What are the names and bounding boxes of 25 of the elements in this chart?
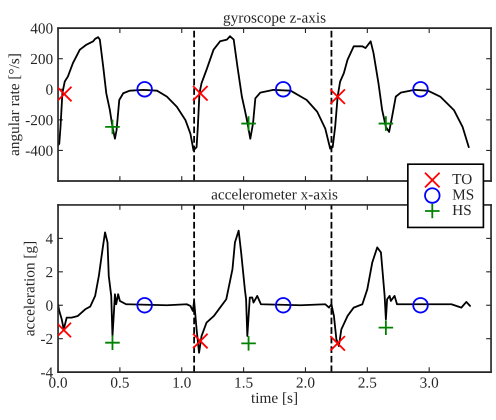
- y-tick-label: 0: [46, 84, 53, 95]
- y-tick-label: 4: [46, 234, 53, 244]
- x-tick-label: 2.0: [296, 377, 314, 388]
- legend-label: MS: [452, 189, 474, 200]
- chart-title: accelerometer x-axis: [212, 188, 338, 200]
- y-tick-label: 400: [30, 23, 53, 34]
- y-tick-label: 0: [46, 300, 53, 311]
- y-axis-title: angular rate [°/s]: [8, 54, 22, 156]
- legend-label: HS: [452, 204, 471, 216]
- x-tick-label: 0.5: [110, 377, 129, 388]
- y-tick-label: 2: [46, 267, 52, 278]
- y-tick-label: -400: [26, 146, 53, 156]
- y-tick-label: -200: [26, 115, 53, 126]
- chart-title: gyroscope z-axis: [224, 12, 326, 26]
- x-tick-label: 2.5: [358, 377, 376, 388]
- x-tick-label: 1.0: [174, 377, 191, 388]
- x-tick-label: 0.0: [49, 377, 67, 388]
- x-tick-label: 1.5: [235, 377, 253, 388]
- y-tick-label: -4: [41, 367, 53, 378]
- y-tick-label: -2: [41, 334, 52, 344]
- y-tick-label: 200: [30, 54, 53, 64]
- x-axis-title: time [s]: [251, 392, 297, 405]
- x-tick-label: 3.0: [420, 377, 438, 388]
- y-axis-title: acceleration [g]: [24, 242, 38, 336]
- legend-label: TO: [452, 174, 472, 184]
